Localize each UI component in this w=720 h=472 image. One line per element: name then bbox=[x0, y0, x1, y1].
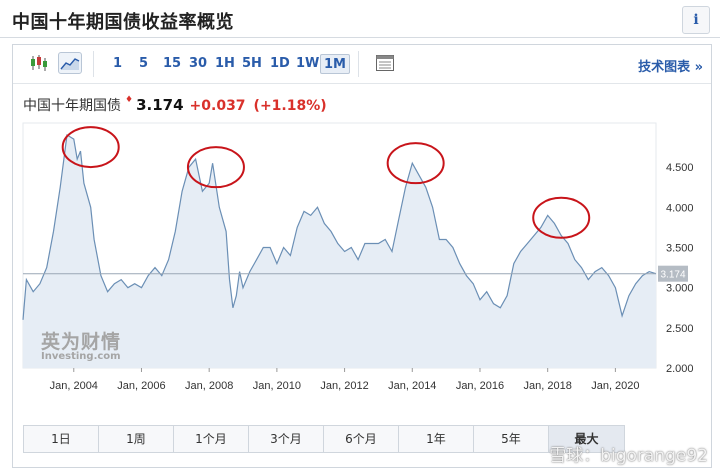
x-tick-label: Jan, 2010 bbox=[253, 380, 301, 392]
area-chart-icon[interactable] bbox=[58, 52, 82, 74]
x-tick-label: Jan, 2018 bbox=[524, 380, 572, 392]
y-tick-label: 3.500 bbox=[666, 243, 694, 255]
timeframe-1d[interactable]: 1D bbox=[270, 56, 290, 71]
range-selector: 1日 1周 1个月 3个月 6个月 1年 5年 最大 bbox=[23, 425, 625, 453]
toolbar-separator bbox=[93, 51, 94, 77]
yield-series-line bbox=[22, 134, 657, 320]
timeframe-30[interactable]: 30 bbox=[189, 56, 208, 71]
x-tick-label: Jan, 2012 bbox=[320, 380, 368, 392]
watermark-en: Investing.com bbox=[41, 351, 121, 362]
y-tick-label: 4.000 bbox=[666, 202, 694, 214]
y-tick-label: 4.500 bbox=[666, 162, 694, 174]
x-tick-label: Jan, 2004 bbox=[50, 380, 98, 392]
technical-chart-link[interactable]: 技术图表 » bbox=[638, 60, 703, 75]
x-tick-label: Jan, 2016 bbox=[456, 380, 504, 392]
last-price-tag bbox=[658, 265, 688, 282]
range-button[interactable]: 1日 bbox=[24, 426, 99, 452]
timeframe-1[interactable]: 1 bbox=[113, 56, 123, 71]
range-button[interactable]: 3个月 bbox=[249, 426, 324, 452]
x-tick-label: Jan, 2008 bbox=[185, 380, 233, 392]
highlight-circle bbox=[186, 146, 245, 189]
timeframe-1h[interactable]: 1H bbox=[215, 56, 235, 71]
table-view-icon[interactable] bbox=[373, 52, 397, 74]
y-tick-label: 2.500 bbox=[666, 323, 694, 335]
watermark-credit: 雪球：bigorange92 bbox=[549, 446, 708, 466]
timeframe-1w[interactable]: 1W bbox=[296, 56, 320, 71]
range-button[interactable]: 1个月 bbox=[174, 426, 249, 452]
range-button[interactable]: 1周 bbox=[99, 426, 174, 452]
range-button[interactable]: 6个月 bbox=[324, 426, 399, 452]
info-icon[interactable]: i bbox=[682, 6, 710, 34]
toolbar-separator bbox=[358, 51, 359, 77]
investing-watermark-logo: 英为财情 Investing.com bbox=[41, 333, 121, 362]
range-button[interactable]: 5年 bbox=[474, 426, 549, 452]
highlight-circle bbox=[532, 196, 591, 239]
highlight-circle bbox=[61, 126, 120, 169]
x-tick-label: Jan, 2014 bbox=[388, 380, 436, 392]
instrument-name: 中国十年期国债 bbox=[23, 98, 121, 114]
x-tick-label: Jan, 2006 bbox=[117, 380, 165, 392]
page-title: 中国十年期国债收益率概览 bbox=[12, 12, 234, 33]
candlestick-icon[interactable] bbox=[27, 52, 51, 74]
range-button[interactable]: 1年 bbox=[399, 426, 474, 452]
up-diamond-icon: ♦ bbox=[125, 95, 134, 105]
chart-panel: 1 5 15 30 1H 5H 1D 1W 1M 技术图表 » 中国十年期国债 ♦ 3.174 +0.… bbox=[12, 44, 712, 468]
range-button[interactable]: 最大 bbox=[549, 426, 624, 452]
chart-toolbar: 1 5 15 30 1H 5H 1D 1W 1M 技术图表 » bbox=[13, 45, 711, 84]
yield-area bbox=[23, 135, 656, 368]
timeframe-5[interactable]: 5 bbox=[139, 56, 149, 71]
y-tick-label: 3.000 bbox=[666, 283, 694, 295]
last-price-tag-label: 3.174 bbox=[660, 270, 685, 281]
x-tick-label: Jan, 2020 bbox=[591, 380, 639, 392]
highlight-circle bbox=[386, 142, 445, 185]
last-price: 3.174 bbox=[136, 96, 184, 114]
price-change-percent: (+1.18%) bbox=[253, 98, 327, 114]
header-divider bbox=[0, 37, 720, 38]
price-change: +0.037 bbox=[189, 98, 246, 114]
y-tick-label: 2.000 bbox=[666, 363, 694, 375]
timeframe-15[interactable]: 15 bbox=[163, 56, 182, 71]
quote-header: 中国十年期国债 ♦ 3.174 +0.037 (+1.18%) bbox=[23, 95, 327, 115]
watermark-cn: 英为财情 bbox=[41, 331, 122, 353]
timeframe-5h[interactable]: 5H bbox=[242, 56, 262, 71]
timeframe-1m[interactable]: 1M bbox=[320, 54, 350, 74]
yield-chart[interactable]: 3.174 2.000 2.500 3.000 3.500 4.000 4.500 Jan, … bbox=[13, 45, 711, 423]
